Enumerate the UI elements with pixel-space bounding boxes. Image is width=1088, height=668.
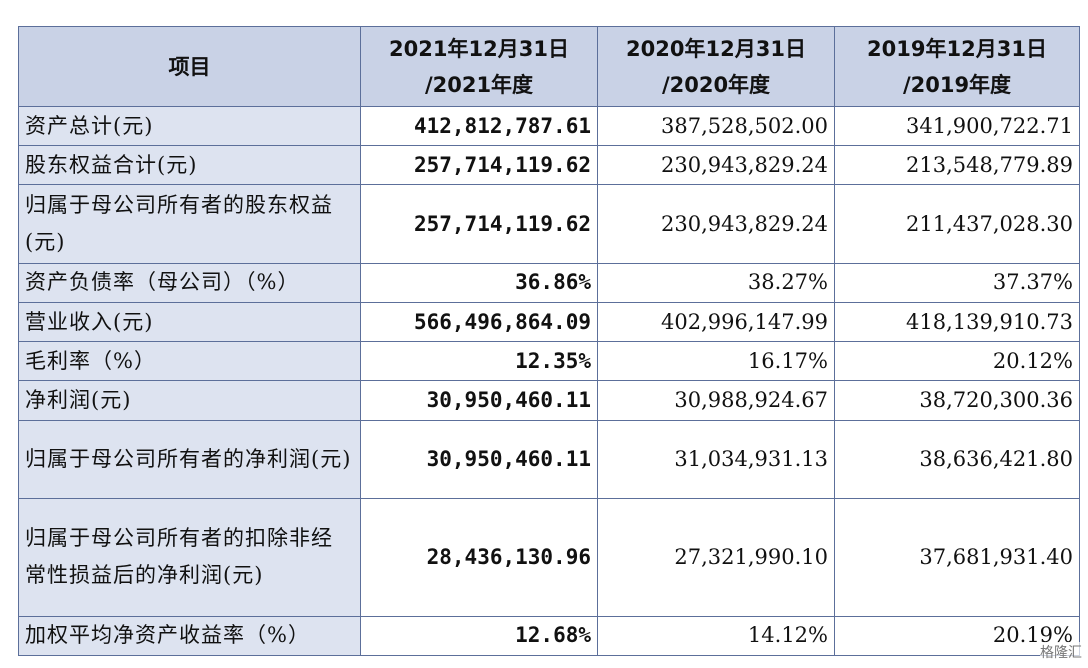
value-2021: 28,436,130.96 bbox=[360, 498, 598, 617]
value-2021: 12.68% bbox=[360, 615, 598, 657]
value-2020: 30,988,924.67 bbox=[597, 380, 835, 421]
value-2019: 38,636,421.80 bbox=[834, 419, 1080, 500]
value-2021: 412,812,787.61 bbox=[360, 105, 598, 147]
value-2020: 402,996,147.99 bbox=[597, 302, 835, 343]
table-row: 资产总计(元) 412,812,787.61 387,528,502.00 34… bbox=[18, 105, 1080, 147]
row-label: 加权平均净资产收益率（%） bbox=[18, 615, 361, 657]
value-2021: 30,950,460.11 bbox=[360, 380, 598, 421]
header-row: 项目 2021年12月31日 /2021年度 2020年12月31日 /2020… bbox=[18, 26, 1080, 107]
value-2020: 38.27% bbox=[597, 262, 835, 304]
value-2021: 257,714,119.62 bbox=[360, 145, 598, 186]
table-row: 加权平均净资产收益率（%） 12.68% 14.12% 20.19% bbox=[18, 615, 1080, 657]
table-row: 股东权益合计(元) 257,714,119.62 230,943,829.24 … bbox=[18, 145, 1080, 186]
table-row: 归属于母公司所有者的扣除非经常性损益后的净利润(元) 28,436,130.96… bbox=[18, 498, 1080, 617]
value-2019: 37.37% bbox=[834, 262, 1080, 304]
row-label: 营业收入(元) bbox=[18, 302, 361, 343]
value-2021: 36.86% bbox=[360, 262, 598, 304]
row-label: 资产负债率（母公司）（%） bbox=[18, 262, 361, 304]
table-row: 归属于母公司所有者的净利润(元) 30,950,460.11 31,034,93… bbox=[18, 419, 1080, 500]
table-row: 营业收入(元) 566,496,864.09 402,996,147.99 41… bbox=[18, 302, 1080, 343]
table-row: 归属于母公司所有者的股东权益(元) 257,714,119.62 230,943… bbox=[18, 184, 1080, 264]
table-row: 资产负债率（母公司）（%） 36.86% 38.27% 37.37% bbox=[18, 262, 1080, 304]
row-label: 股东权益合计(元) bbox=[18, 145, 361, 186]
value-2021: 30,950,460.11 bbox=[360, 419, 598, 500]
header-item: 项目 bbox=[18, 26, 361, 107]
value-2020: 16.17% bbox=[597, 341, 835, 382]
value-2021: 257,714,119.62 bbox=[360, 184, 598, 264]
value-2019: 211,437,028.30 bbox=[834, 184, 1080, 264]
value-2020: 230,943,829.24 bbox=[597, 184, 835, 264]
value-2020: 31,034,931.13 bbox=[597, 419, 835, 500]
value-2019: 418,139,910.73 bbox=[834, 302, 1080, 343]
financial-table: 项目 2021年12月31日 /2021年度 2020年12月31日 /2020… bbox=[18, 26, 1080, 657]
value-2020: 230,943,829.24 bbox=[597, 145, 835, 186]
watermark-logo: 格隆汇 bbox=[1040, 642, 1082, 662]
table-row: 净利润(元) 30,950,460.11 30,988,924.67 38,72… bbox=[18, 380, 1080, 421]
value-2020: 387,528,502.00 bbox=[597, 105, 835, 147]
value-2020: 27,321,990.10 bbox=[597, 498, 835, 617]
value-2021: 566,496,864.09 bbox=[360, 302, 598, 343]
row-label: 净利润(元) bbox=[18, 380, 361, 421]
value-2019: 20.12% bbox=[834, 341, 1080, 382]
row-label: 归属于母公司所有者的净利润(元) bbox=[18, 419, 361, 500]
value-2019: 20.19% bbox=[834, 615, 1080, 657]
value-2020: 14.12% bbox=[597, 615, 835, 657]
value-2019: 341,900,722.71 bbox=[834, 105, 1080, 147]
table-row: 毛利率（%） 12.35% 16.17% 20.12% bbox=[18, 341, 1080, 382]
value-2021: 12.35% bbox=[360, 341, 598, 382]
header-2020: 2020年12月31日 /2020年度 bbox=[597, 26, 835, 107]
header-2021: 2021年12月31日 /2021年度 bbox=[360, 26, 598, 107]
value-2019: 37,681,931.40 bbox=[834, 498, 1080, 617]
value-2019: 213,548,779.89 bbox=[834, 145, 1080, 186]
row-label: 毛利率（%） bbox=[18, 341, 361, 382]
row-label: 归属于母公司所有者的股东权益(元) bbox=[18, 184, 361, 264]
row-label: 资产总计(元) bbox=[18, 105, 361, 147]
value-2019: 38,720,300.36 bbox=[834, 380, 1080, 421]
header-2019: 2019年12月31日 /2019年度 bbox=[834, 26, 1080, 107]
row-label: 归属于母公司所有者的扣除非经常性损益后的净利润(元) bbox=[18, 498, 361, 617]
